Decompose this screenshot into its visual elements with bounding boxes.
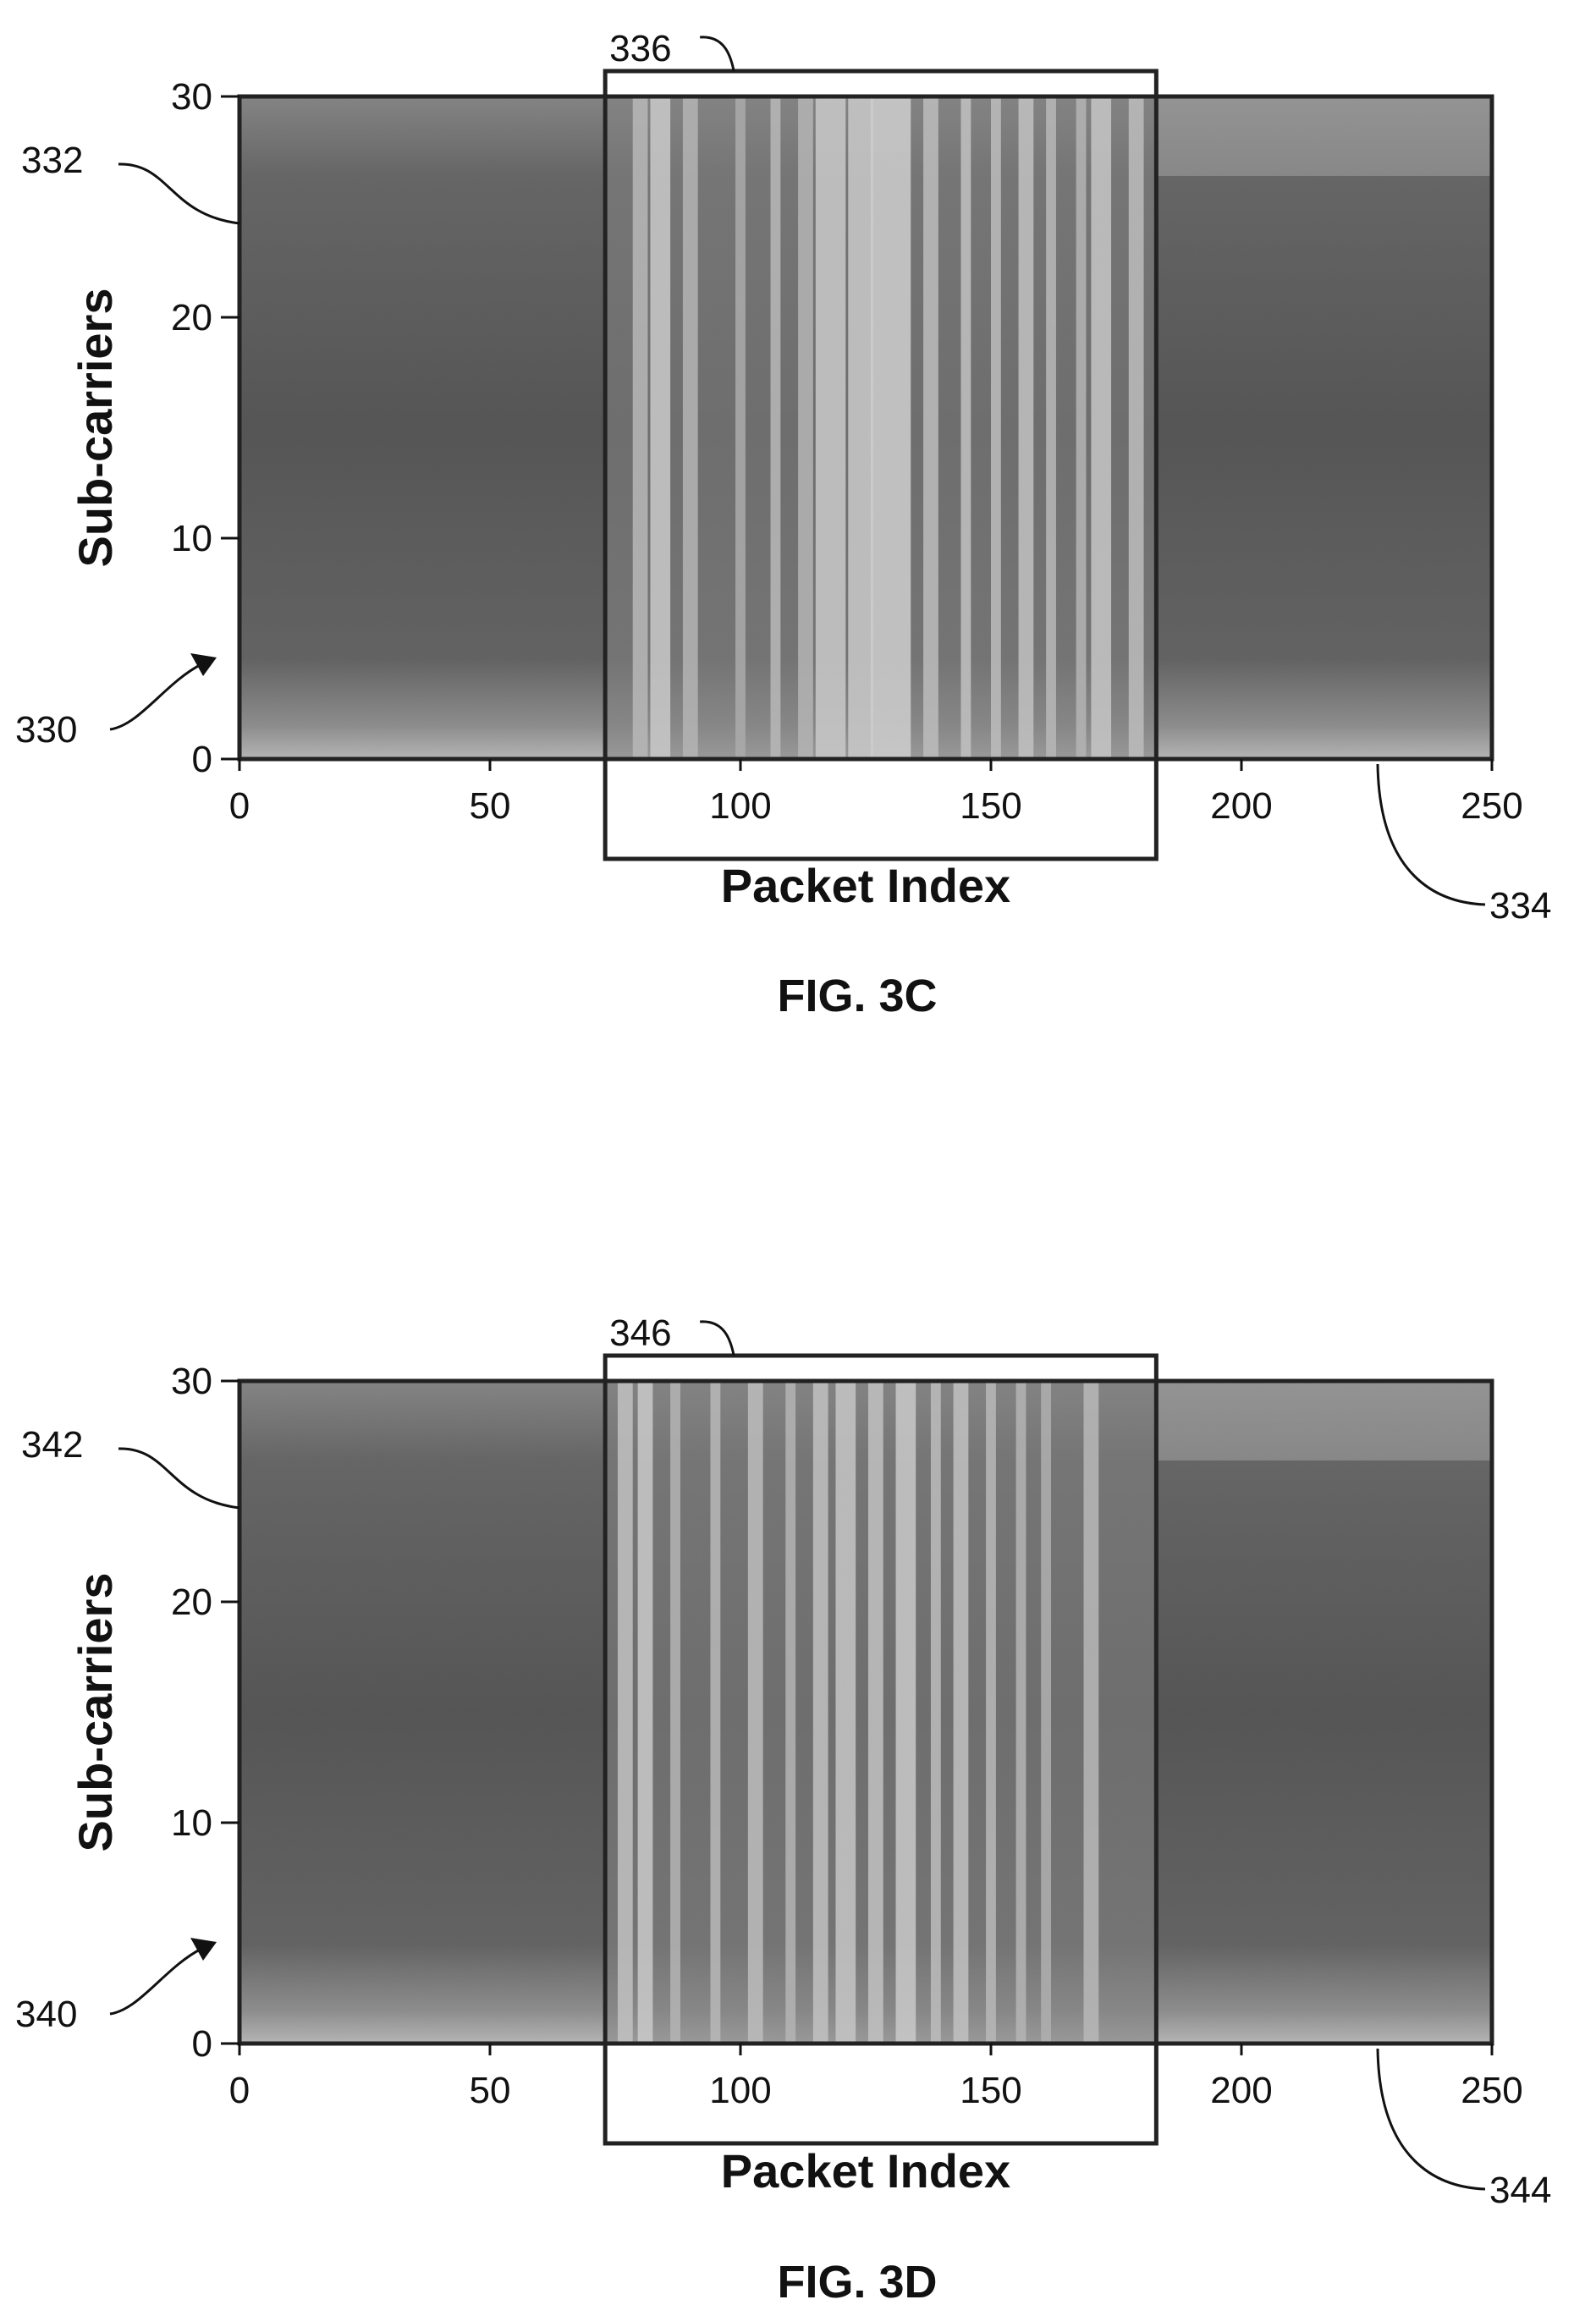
plot-frame	[237, 1378, 1494, 2046]
x-tick-label: 250	[1461, 785, 1522, 827]
y-tick-label: 20	[171, 1582, 212, 1623]
ref-bottom-right: 344	[1489, 2170, 1551, 2211]
lead-line	[1376, 2048, 1486, 2191]
lead-line	[118, 162, 240, 225]
y-tick-label: 0	[192, 739, 212, 780]
heatmap-texture	[239, 96, 1492, 759]
x-axis-title: Packet Index	[721, 2144, 1010, 2198]
arrow-icon	[190, 653, 217, 676]
ref-top-left: 332	[21, 140, 83, 181]
ref-top-left: 342	[21, 1424, 83, 1466]
x-tick-label: 100	[709, 2070, 771, 2111]
x-tick-label: 200	[1210, 2070, 1272, 2111]
y-axis-title: Sub-carriers	[69, 1573, 122, 1852]
figure-caption: FIG. 3C	[777, 971, 937, 1021]
highlight-box	[603, 1353, 1158, 2146]
lead-line	[109, 1947, 202, 2016]
y-tick-label: 30	[171, 1361, 212, 1402]
x-tick-label: 0	[229, 785, 250, 827]
ref-bottom-left: 330	[15, 709, 77, 751]
y-axis-title: Sub-carriers	[69, 289, 122, 568]
y-tick-label: 10	[171, 518, 212, 559]
x-tick-label: 150	[960, 785, 1021, 827]
plot-frame	[237, 94, 1494, 762]
lead-line	[700, 36, 735, 72]
figure-3d: 0 50 100 150 200 250 0 10 20 30 Packet Index Sub-ca…	[15, 1312, 1551, 2308]
highlight-box	[603, 69, 1158, 861]
heatmap-plot-area	[239, 96, 1492, 759]
y-tick-label: 30	[171, 76, 212, 118]
x-tick-label: 50	[470, 785, 511, 827]
ref-bottom-left: 340	[15, 1994, 77, 2035]
y-tick-label: 0	[192, 2023, 212, 2065]
figure-3c: 0 50 100 150 200 250 0 10 20 30 Packet Index Sub-ca…	[15, 28, 1551, 1021]
lead-line	[1376, 763, 1486, 906]
lead-line	[700, 1320, 735, 1356]
ref-highlight: 336	[609, 28, 671, 69]
y-tick-label: 20	[171, 297, 212, 338]
x-axis-title: Packet Index	[721, 859, 1010, 912]
ref-highlight: 346	[609, 1312, 671, 1354]
figure-caption: FIG. 3D	[777, 2257, 937, 2308]
lead-line	[109, 663, 202, 731]
heatmap-plot-area	[239, 1381, 1492, 2044]
x-tick-label: 150	[960, 2070, 1021, 2111]
lead-line	[118, 1447, 240, 1510]
heatmap-texture	[239, 1381, 1492, 2044]
x-tick-label: 0	[229, 2070, 250, 2111]
arrow-icon	[190, 1938, 217, 1961]
x-tick-label: 100	[709, 785, 771, 827]
x-tick-label: 200	[1210, 785, 1272, 827]
x-tick-label: 50	[470, 2070, 511, 2111]
ref-bottom-right: 334	[1489, 885, 1551, 927]
y-tick-label: 10	[171, 1802, 212, 1844]
x-tick-label: 250	[1461, 2070, 1522, 2111]
